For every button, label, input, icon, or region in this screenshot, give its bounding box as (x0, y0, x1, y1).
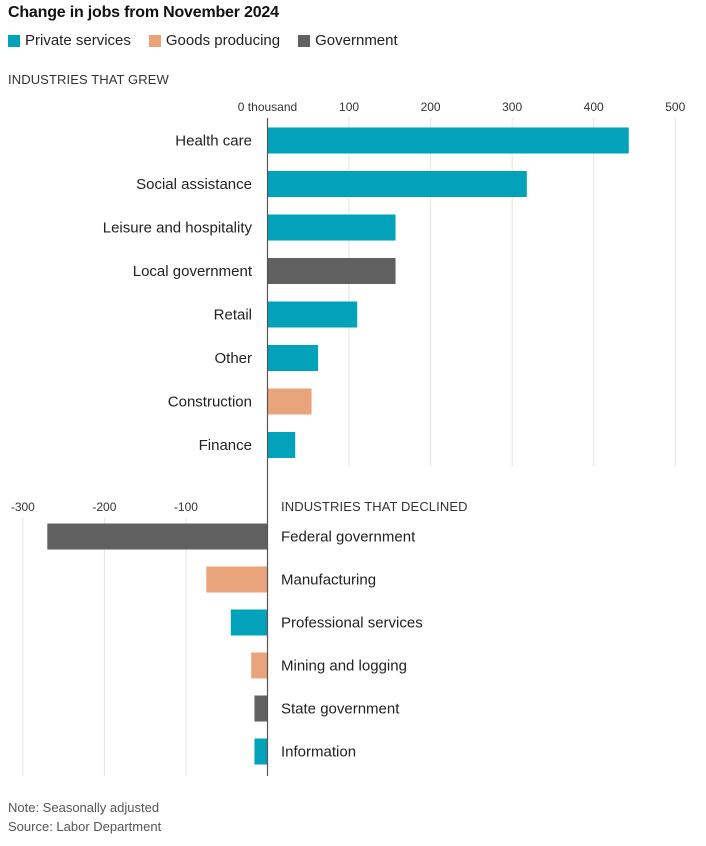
bar-social-assistance (267, 171, 527, 197)
note-text: Note: Seasonally adjusted (8, 800, 160, 815)
category-label: Retail (214, 307, 252, 324)
legend: Private services Goods producing Governm… (8, 32, 398, 49)
legend-label: Goods producing (165, 32, 281, 49)
x-tick-label: 100 (339, 100, 359, 114)
category-label: Other (214, 350, 252, 367)
x-tick-label: 300 (502, 100, 522, 114)
bar-manufacturing (206, 566, 268, 593)
legend-item-government: Government (298, 32, 398, 49)
x-tick-label: -300 (11, 500, 35, 514)
legend-label: Government (315, 32, 398, 49)
x-tick-label: 200 (421, 100, 441, 114)
bar-finance (267, 432, 296, 458)
source-text: Source: Labor Department (8, 819, 162, 834)
bar-professional-services (230, 609, 268, 636)
chart-title: Change in jobs from November 2024 (8, 4, 279, 21)
category-label: State government (281, 701, 400, 718)
category-label: Construction (168, 394, 252, 411)
bar-leisure-and-hospitality (267, 214, 396, 241)
x-tick-label: -100 (174, 500, 198, 514)
x-tick-label: -200 (92, 500, 116, 514)
section-label-grew: INDUSTRIES THAT GREW (8, 72, 169, 87)
category-label: Professional services (281, 615, 423, 632)
category-label: Federal government (281, 529, 416, 546)
category-label: Health care (175, 133, 252, 150)
bar-information (254, 738, 268, 765)
bar-health-care (267, 127, 629, 154)
bar-local-government (267, 258, 396, 284)
legend-swatch-government (298, 34, 311, 47)
category-label: Leisure and hospitality (103, 220, 253, 237)
category-label: Information (281, 744, 356, 761)
x-tick-label: 400 (584, 100, 604, 114)
category-label: Finance (199, 437, 252, 454)
section-label-declined: INDUSTRIES THAT DECLINED (281, 499, 468, 514)
bar-retail (267, 301, 358, 328)
category-label: Social assistance (136, 176, 252, 193)
legend-swatch-private-services (8, 34, 20, 47)
category-label: Manufacturing (281, 572, 376, 589)
x-tick-label: 0 thousand (238, 100, 297, 114)
category-label: Local government (133, 263, 253, 280)
bar-construction (267, 388, 312, 415)
x-tick-label: 500 (665, 100, 685, 114)
bar-federal-government (47, 523, 268, 550)
legend-label: Private services (25, 32, 131, 49)
legend-item-private-services: Private services (8, 32, 131, 49)
legend-swatch-goods-producing (148, 34, 161, 47)
bar-other (267, 345, 319, 371)
legend-item-goods-producing: Goods producing (148, 32, 281, 49)
bar-state-government (254, 695, 268, 722)
category-label: Mining and logging (281, 658, 407, 675)
bar-mining-and-logging (251, 652, 268, 679)
